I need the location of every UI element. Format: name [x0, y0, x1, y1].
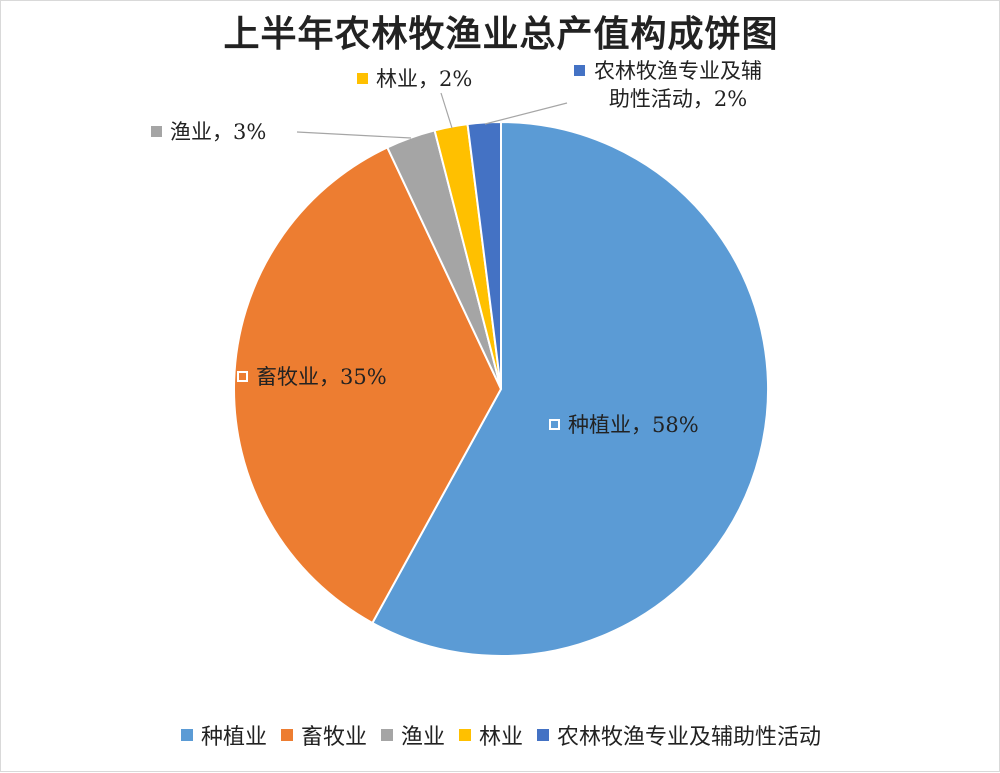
leader-line — [440, 92, 453, 129]
pie-slice — [466, 120, 502, 390]
chart-title: 上半年农林牧渔业总产值构成饼图 — [223, 13, 779, 55]
legend-item: 林业 — [459, 719, 523, 751]
legend-swatch — [380, 729, 393, 741]
legend-label: 种植业 — [200, 725, 267, 750]
pie-slice — [233, 146, 503, 625]
legend-label: 渔业 — [400, 725, 445, 750]
legend-item: 渔业 — [380, 719, 445, 751]
data-label: 林业，2% — [357, 65, 472, 93]
legend-label: 农林牧渔专业及辅助性活动 — [557, 725, 822, 750]
label-text: 农林牧渔专业及辅助性活动，2% — [594, 59, 762, 111]
legend-swatch — [280, 729, 293, 741]
legend: 种植业 畜牧业 渔业 林业 农林牧渔专业及辅助性活动 — [1, 719, 1000, 751]
data-label: 渔业，3% — [151, 118, 266, 146]
data-label: 畜牧业，35% — [237, 363, 387, 391]
legend-label: 林业 — [479, 725, 524, 750]
label-marker — [549, 419, 560, 430]
label-text: 畜牧业，35% — [256, 365, 387, 389]
legend-swatch — [180, 729, 193, 741]
label-marker — [357, 73, 368, 84]
label-text: 林业，2% — [376, 67, 473, 91]
data-label: 农林牧渔专业及辅助性活动，2% — [574, 57, 763, 113]
pie-slice — [371, 120, 769, 657]
legend-swatch — [459, 729, 471, 741]
leader-line — [296, 131, 412, 139]
legend-item: 农林牧渔专业及辅助性活动 — [537, 719, 821, 751]
legend-item: 畜牧业 — [280, 719, 367, 751]
leader-line — [484, 102, 568, 125]
label-marker — [574, 65, 585, 76]
label-text: 渔业，3% — [170, 120, 267, 144]
legend-item: 种植业 — [180, 719, 267, 751]
label-marker — [151, 126, 162, 137]
label-text: 种植业，58% — [568, 413, 699, 437]
legend-label: 畜牧业 — [300, 725, 367, 750]
label-marker — [237, 371, 248, 382]
data-label: 种植业，58% — [549, 411, 699, 439]
legend-swatch — [537, 729, 550, 741]
